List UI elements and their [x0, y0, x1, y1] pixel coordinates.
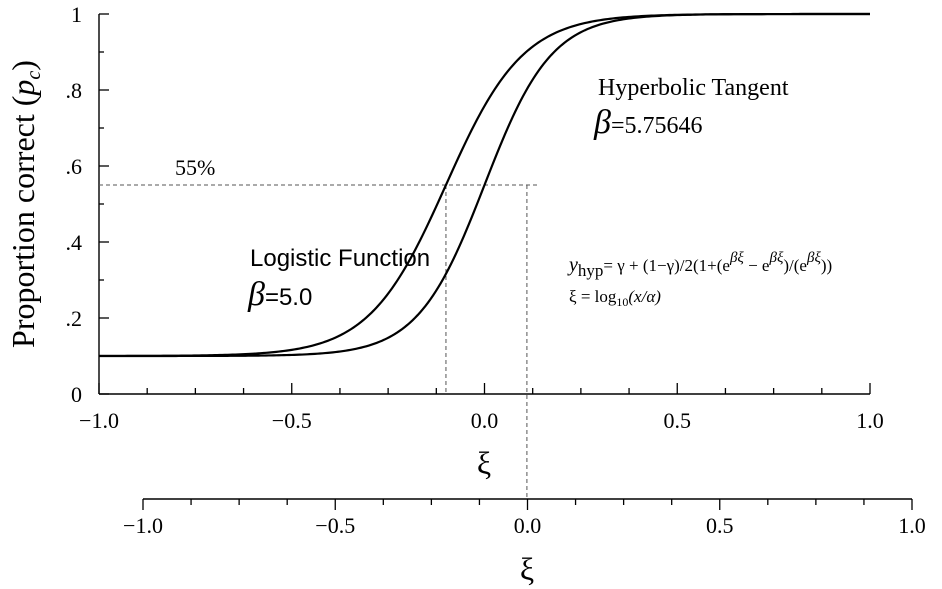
formula-exp-2: βξ: [768, 250, 783, 266]
y-tick-label: .8: [66, 78, 83, 103]
beta-value-hyperbolic: =5.75646: [611, 113, 703, 139]
y-axis-label-text: Proportion correct (: [5, 96, 41, 348]
x-tick-label: 0.0: [514, 513, 542, 538]
x-ticks-primary: −1.0 −0.5 0.0 0.5 1.0: [79, 383, 884, 433]
formula-y-sub: hyp: [578, 261, 604, 280]
y-tick-label: 0: [71, 382, 82, 407]
y-axis-label-close: ): [5, 60, 41, 71]
x-tick-label: −0.5: [315, 513, 355, 538]
xi-def-rhs: (x/α): [628, 287, 661, 306]
y-axis-label: Proportion correct (pc): [5, 60, 45, 348]
x-tick-label: 0.5: [706, 513, 734, 538]
x-tick-label: −0.5: [272, 408, 312, 433]
x-ticks-secondary: −1.0 −0.5 0.0 0.5 1.0: [123, 499, 926, 538]
formula-y: y: [567, 254, 578, 276]
x-tick-label: −1.0: [79, 408, 119, 433]
y-axis-label-sub: c: [23, 71, 45, 80]
series-name-logistic: Logistic Function: [250, 245, 430, 272]
x-axis-label-secondary: ξ: [520, 551, 534, 587]
x-tick-label: 1.0: [898, 513, 926, 538]
threshold-label: 55%: [175, 155, 215, 180]
xi-def-sub: 10: [616, 295, 628, 309]
xi-definition: ξ = log10(x/α): [569, 287, 661, 309]
series-line-hyperbolic: [99, 12, 870, 358]
formula-exp-3: βξ: [806, 250, 821, 266]
beta-value-logistic: =5.0: [265, 284, 312, 311]
x-tick-label: −1.0: [123, 513, 163, 538]
beta-annotation-hyperbolic: β=5.75646: [593, 104, 702, 141]
formula-exp-1: βξ: [729, 250, 744, 266]
beta-symbol-hyperbolic: β: [593, 104, 611, 141]
beta-symbol-logistic: β: [247, 276, 265, 313]
y-tick-label: .4: [66, 230, 83, 255]
y-tick-label: 1: [71, 2, 82, 27]
x-tick-label: 0.5: [664, 408, 692, 433]
y-ticks: 0 .2 .4 .6 .8 1: [66, 2, 109, 407]
formula-annotation: yhyp= γ + (1−γ)/2(1+(eβξ − eβξ)/(eβξ)): [567, 250, 832, 280]
beta-annotation-logistic: β=5.0: [247, 276, 312, 313]
x-tick-label: 1.0: [856, 408, 884, 433]
formula-body-4: )): [821, 256, 832, 275]
formula-body-2: − e: [744, 256, 770, 275]
formula-body-3: )/(e: [783, 256, 807, 275]
formula-body-1: = γ + (1−γ)/2(1+(e: [603, 256, 730, 275]
xi-def-lhs: ξ = log: [569, 287, 617, 306]
x-tick-label: 0.0: [471, 408, 499, 433]
y-tick-label: .6: [66, 154, 83, 179]
threshold-guides: [99, 184, 539, 499]
series-name-hyperbolic: Hyperbolic Tangent: [598, 75, 789, 101]
x-axis-label-primary: ξ: [477, 445, 491, 481]
y-tick-label: .2: [66, 306, 83, 331]
y-axis-label-italic: p: [5, 80, 41, 98]
